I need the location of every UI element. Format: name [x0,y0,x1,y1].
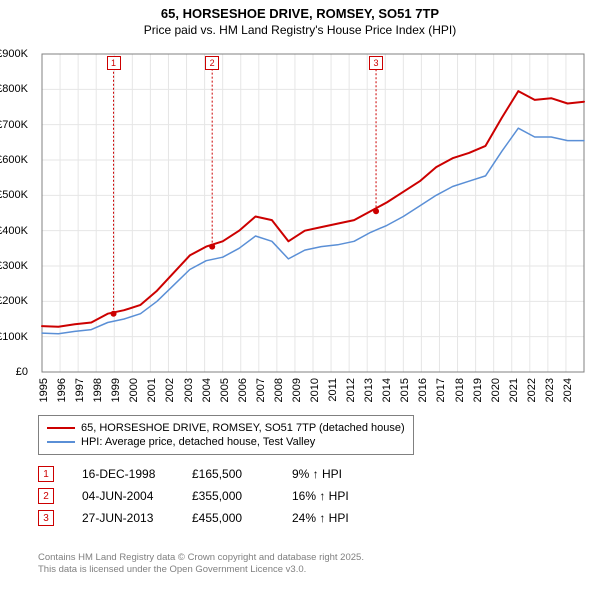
legend-item: HPI: Average price, detached house, Test… [47,436,405,448]
x-tick-label: 2001 [142,378,158,402]
sale-price: £165,500 [192,467,292,481]
chart-container: 65, HORSESHOE DRIVE, ROMSEY, SO51 7TP Pr… [0,0,600,590]
x-tick-label: 2003 [179,378,195,402]
y-tick-label: £100K [0,331,30,343]
x-tick-label: 2017 [431,378,447,402]
sale-row: 1 16-DEC-1998£165,5009% ↑ HPI [38,466,382,482]
sale-date: 04-JUN-2004 [82,489,192,503]
legend-swatch [47,441,75,443]
page-title: 65, HORSESHOE DRIVE, ROMSEY, SO51 7TP [0,6,600,21]
x-tick-label: 2023 [540,378,556,402]
x-tick-label: 2020 [486,378,502,402]
sale-row: 3 27-JUN-2013£455,00024% ↑ HPI [38,510,382,526]
sale-marker-3: 3 [369,56,383,70]
sale-date: 27-JUN-2013 [82,511,192,525]
page-subtitle: Price paid vs. HM Land Registry's House … [0,23,600,37]
x-tick-label: 2012 [341,378,357,402]
footer-line-1: Contains HM Land Registry data © Crown c… [38,552,364,564]
y-tick-label: £500K [0,189,30,201]
y-tick-label: £700K [0,119,30,131]
legend-label: 65, HORSESHOE DRIVE, ROMSEY, SO51 7TP (d… [81,422,405,434]
y-tick-label: £200K [0,295,30,307]
chart-area: 123£0£100K£200K£300K£400K£500K£600K£700K… [30,48,590,378]
x-tick-label: 1997 [70,378,86,402]
y-tick-label: £400K [0,225,30,237]
x-tick-label: 1996 [52,378,68,402]
sale-marker-2: 2 [205,56,219,70]
sale-delta: 9% ↑ HPI [292,467,382,481]
footer: Contains HM Land Registry data © Crown c… [38,552,364,577]
x-tick-label: 2006 [233,378,249,402]
legend-item: 65, HORSESHOE DRIVE, ROMSEY, SO51 7TP (d… [47,422,405,434]
sale-delta: 16% ↑ HPI [292,489,382,503]
x-tick-label: 2014 [377,378,393,402]
legend-label: HPI: Average price, detached house, Test… [81,436,315,448]
footer-line-2: This data is licensed under the Open Gov… [38,564,364,576]
sale-marker-1: 1 [107,56,121,70]
sale-row: 2 04-JUN-2004£355,00016% ↑ HPI [38,488,382,504]
y-tick-label: £0 [16,366,30,378]
x-tick-label: 2002 [160,378,176,402]
title-block: 65, HORSESHOE DRIVE, ROMSEY, SO51 7TP Pr… [0,0,600,37]
x-tick-label: 2016 [413,378,429,402]
sale-delta: 24% ↑ HPI [292,511,382,525]
sale-price: £355,000 [192,489,292,503]
sale-number-box: 3 [38,510,54,526]
x-tick-label: 2010 [305,378,321,402]
x-tick-label: 1995 [34,378,50,402]
y-tick-label: £800K [0,83,30,95]
x-tick-label: 2004 [197,378,213,402]
x-tick-label: 2013 [359,378,375,402]
sale-price: £455,000 [192,511,292,525]
x-tick-label: 2022 [522,378,538,402]
sale-date: 16-DEC-1998 [82,467,192,481]
x-tick-label: 1998 [88,378,104,402]
x-tick-label: 2011 [323,378,339,402]
x-tick-label: 1999 [106,378,122,402]
x-tick-label: 2008 [269,378,285,402]
y-tick-label: £900K [0,48,30,60]
x-tick-label: 2021 [504,378,520,402]
x-tick-label: 2007 [251,378,267,402]
y-tick-label: £300K [0,260,30,272]
x-tick-label: 2019 [468,378,484,402]
sales-table: 1 16-DEC-1998£165,5009% ↑ HPI 2 04-JUN-2004… [38,460,382,532]
x-tick-label: 2005 [215,378,231,402]
x-tick-label: 2000 [124,378,140,402]
x-tick-label: 2009 [287,378,303,402]
y-tick-label: £600K [0,154,30,166]
legend-swatch [47,427,75,429]
sale-number-box: 2 [38,488,54,504]
sale-number-box: 1 [38,466,54,482]
legend: 65, HORSESHOE DRIVE, ROMSEY, SO51 7TP (d… [38,415,414,455]
x-tick-label: 2024 [558,378,574,402]
x-tick-label: 2018 [450,378,466,402]
x-tick-label: 2015 [395,378,411,402]
line-chart [30,48,590,378]
